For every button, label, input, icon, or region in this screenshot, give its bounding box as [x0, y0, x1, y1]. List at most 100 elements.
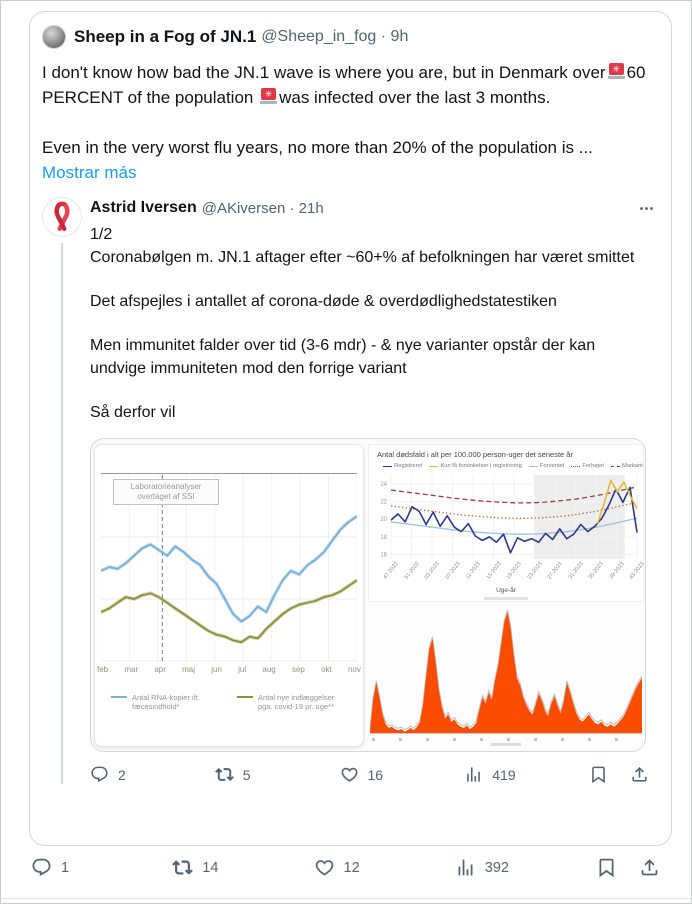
quoted-author-name[interactable]: Astrid Iversen [90, 199, 197, 216]
show-more-link[interactable]: Mostrar más [42, 163, 137, 182]
like-count: 16 [367, 766, 384, 783]
wastewater-chart-panel: Laboratorieanalyser overtaget af SSI feb… [94, 444, 364, 747]
deaths-history-chart-panel [368, 606, 644, 748]
ellipsis-icon [640, 206, 653, 210]
text-segment: was infected over the last 3 months. [279, 88, 551, 107]
repost-count: 5 [242, 766, 251, 783]
legend-item: Antal nye indlæggelser pga. covid-19 pr.… [237, 693, 347, 711]
reply-icon [32, 858, 51, 876]
quoted-paragraph: Men immunitet falder over tid (3-6 mdr) … [90, 337, 596, 377]
legend-item: Kun få forsinkelser i registrering [429, 463, 522, 469]
share-icon[interactable] [630, 765, 649, 784]
main-action-group [596, 857, 660, 878]
x-tick-label: jul [238, 665, 247, 674]
quoted-engagement-bar: 2 5 16 419 [90, 765, 655, 784]
reply-button[interactable]: 2 [90, 765, 215, 784]
deaths-history-plot [370, 609, 642, 734]
thread-marker: 1/2 [90, 226, 113, 243]
quoted-paragraph: Så derfor vil [90, 404, 176, 421]
chart-legend: Registreret Kun få forsinkelser i registr… [383, 463, 645, 469]
quoted-tweet-gutter [42, 197, 90, 784]
main-engagement-bar: 1 14 12 392 [31, 857, 664, 878]
svg-text:24: 24 [380, 482, 387, 488]
main-tweet-time: 9h [390, 28, 409, 45]
thread-line [61, 243, 63, 784]
heart-icon [341, 767, 357, 782]
chart-title: Antal dødsfald i alt per 100.000 person-… [377, 450, 573, 459]
views-count: 392 [484, 859, 509, 876]
svg-text:22: 22 [380, 500, 387, 506]
divider [1, 898, 691, 899]
legend-item: Forventet [528, 463, 564, 469]
x-axis-title: Uge-år [496, 587, 516, 594]
views-button[interactable]: 392 [455, 857, 596, 878]
meta-separator: · [289, 199, 295, 217]
x-tick-label: feb [97, 665, 109, 674]
quoted-author-meta: @AKiversen · 21h [202, 200, 324, 217]
quoted-paragraph: Det afspejles i antallet af corona-døde … [90, 293, 557, 310]
quoted-tweet-image[interactable]: Laboratorieanalyser overtaget af SSI feb… [90, 438, 646, 752]
main-author-handle[interactable]: @Sheep_in_fog [261, 28, 377, 45]
quoted-tweet[interactable]: Astrid Iversen @AKiversen · 21h 1/2 Coro… [42, 197, 657, 784]
x-tick-label: sep [291, 665, 305, 674]
quoted-author-handle[interactable]: @AKiversen [201, 199, 286, 217]
views-icon [458, 859, 473, 876]
red-ribbon-icon [54, 201, 70, 231]
svg-text:18: 18 [380, 535, 387, 541]
text-segment: I don't know how bad the JN.1 wave is wh… [42, 63, 606, 82]
quoted-tweet-time: 21h [298, 199, 324, 217]
main-tweet-header: Sheep in a Fog of JN.1 @Sheep_in_fog · 9… [42, 24, 657, 50]
quoted-tweet-text: 1/2 Coronabølgen m. JN.1 aftager efter ~… [90, 223, 655, 424]
main-author-name[interactable]: Sheep in a Fog of JN.1 [74, 27, 257, 46]
share-icon[interactable] [639, 857, 660, 878]
repost-button[interactable]: 5 [214, 765, 340, 784]
main-tweet-text: I don't know how bad the JN.1 wave is wh… [42, 60, 657, 185]
heart-icon [315, 860, 333, 876]
chart-legend: Antal RNA-kopier ift. fæcesindhold* Antal… [95, 693, 363, 711]
views-icon [467, 767, 481, 782]
bookmark-icon[interactable] [589, 765, 608, 784]
reply-icon [91, 766, 108, 783]
main-tweet-card[interactable]: Sheep in a Fog of JN.1 @Sheep_in_fog · 9… [29, 11, 672, 846]
x-tick-label: aug [262, 665, 276, 674]
x-axis-labels: feb mar apr maj jun jul aug sep okt nov [97, 665, 361, 674]
repost-icon [214, 768, 234, 781]
chart-annotation: Laboratorieanalyser overtaget af SSI [113, 479, 219, 505]
reply-count: 1 [61, 859, 70, 876]
reply-count: 2 [118, 766, 126, 783]
like-button[interactable]: 16 [340, 765, 465, 784]
bookmark-icon[interactable] [596, 857, 617, 878]
x-axis-labels: 47-2022 51-2022 03-2023 07-2023 11-2023 15-20… [373, 561, 645, 587]
main-author-avatar[interactable] [42, 25, 66, 49]
source-text-placeholder [484, 597, 528, 600]
rotating-light-emoji [607, 63, 625, 80]
quoted-paragraph: Coronabølgen m. JN.1 aftager efter ~60+%… [90, 249, 635, 266]
svg-text:20: 20 [380, 517, 387, 523]
x-axis-title-placeholder [491, 743, 521, 746]
quoted-tweet-body: Astrid Iversen @AKiversen · 21h 1/2 Coro… [90, 197, 657, 784]
like-count: 12 [343, 859, 360, 876]
views-button[interactable]: 419 [464, 765, 589, 784]
text-segment: 60 PERCENT of the population [42, 63, 646, 107]
like-button[interactable]: 12 [314, 857, 455, 878]
more-menu-button[interactable] [638, 200, 655, 217]
legend-item: Forhøjet [571, 463, 604, 469]
x-tick-label: apr [154, 665, 166, 674]
x-axis-tick-marks [372, 738, 640, 741]
wastewater-chart-plot [101, 473, 357, 662]
reply-button[interactable]: 1 [31, 857, 172, 878]
meta-separator: · [380, 28, 387, 45]
mortality-chart-panel: Antal dødsfald i alt per 100.000 person-… [368, 444, 645, 602]
main-author-meta: @Sheep_in_fog · 9h [261, 28, 408, 46]
quoted-author-avatar[interactable] [42, 197, 82, 237]
x-tick-label: mar [124, 665, 139, 674]
repost-count: 14 [202, 859, 219, 876]
mortality-chart-plot: 24 22 20 18 16 [380, 475, 638, 559]
main-tweet-paragraph-1: I don't know how bad the JN.1 wave is wh… [42, 60, 657, 110]
rotating-light-emoji [260, 88, 278, 105]
x-tick-label: nov [347, 665, 361, 674]
repost-button[interactable]: 14 [172, 857, 313, 878]
views-count: 419 [492, 766, 516, 783]
legend-item: Antal RNA-kopier ift. fæcesindhold* [111, 693, 221, 711]
